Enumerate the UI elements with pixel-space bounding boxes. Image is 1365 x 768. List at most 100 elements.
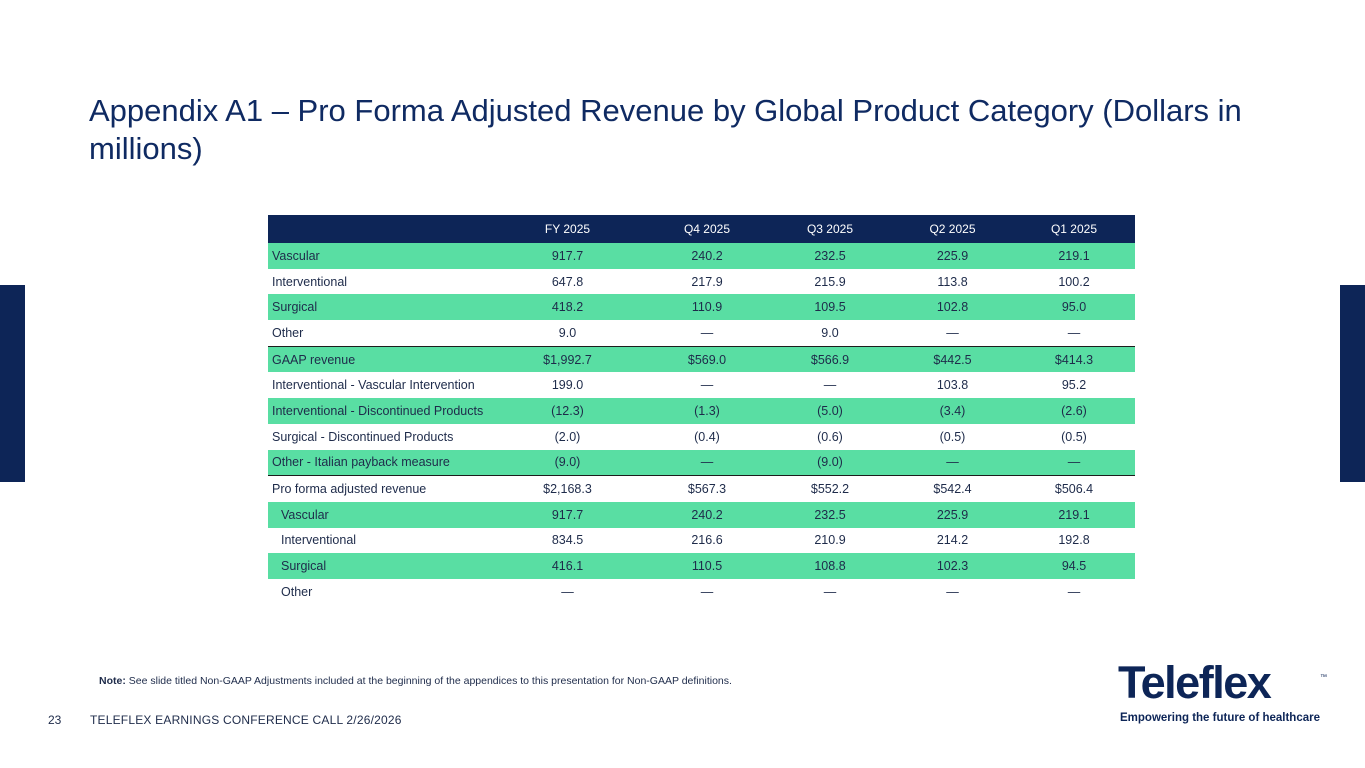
- row-label: Vascular: [268, 501, 489, 528]
- value-cell: (2.0): [554, 429, 581, 444]
- value-cell: 113.8: [937, 274, 968, 289]
- value-cell: 9.0: [821, 325, 839, 340]
- value-cell: 100.2: [1058, 274, 1090, 289]
- row-label: GAAP revenue: [268, 345, 489, 373]
- row-label: Surgical: [268, 294, 489, 321]
- value-cell: (5.0): [768, 398, 892, 424]
- value-cell: 240.2: [646, 501, 768, 528]
- left-accent-bar: [0, 285, 25, 482]
- table-row: Vascular 917.7 240.2 232.5 225.9 219.1: [268, 243, 1135, 269]
- value-cell: 232.5: [768, 243, 892, 269]
- row-label: Interventional - Vascular Intervention: [272, 378, 475, 393]
- value-cell: 418.2: [489, 294, 646, 321]
- value-cell: (0.5): [1061, 429, 1087, 444]
- value-cell: 110.5: [646, 553, 768, 579]
- value-cell: 108.8: [768, 553, 892, 579]
- value-cell: 917.7: [489, 501, 646, 528]
- value-cell: 834.5: [551, 533, 584, 548]
- value-cell: 9.0: [558, 325, 577, 340]
- value-cell: 917.7: [489, 243, 646, 269]
- table-row: Interventional - Vascular Intervention 19…: [268, 372, 1135, 398]
- value-cell: 219.1: [1013, 501, 1135, 528]
- value-cell: —: [823, 584, 837, 599]
- value-cell: —: [1067, 584, 1081, 599]
- value-cell: (9.0): [768, 449, 892, 476]
- value-cell: 219.1: [1013, 243, 1135, 269]
- value-cell: $1,992.7: [489, 345, 646, 373]
- revenue-table: FY 2025 Q4 2025 Q3 2025 Q2 2025 Q1 2025 …: [268, 215, 1135, 605]
- value-cell: —: [1067, 325, 1081, 340]
- value-cell: $414.3: [1013, 345, 1135, 373]
- value-cell: —: [823, 378, 837, 393]
- value-cell: 210.9: [814, 533, 846, 548]
- value-cell: 95.2: [1061, 378, 1087, 393]
- footnote: Note: See slide titled Non-GAAP Adjustme…: [99, 675, 732, 687]
- value-cell: 199.0: [551, 378, 584, 393]
- value-cell: 192.8: [1058, 533, 1090, 548]
- value-cell: $506.4: [1013, 475, 1135, 502]
- table-row: Other 9.0 — 9.0 — —: [268, 320, 1135, 346]
- value-cell: (3.4): [892, 398, 1013, 424]
- value-cell: 240.2: [646, 243, 768, 269]
- value-cell: 214.2: [936, 533, 969, 548]
- row-label: Interventional - Discontinued Products: [268, 398, 489, 424]
- value-cell: —: [700, 584, 714, 599]
- right-accent-bar: [1340, 285, 1365, 482]
- table-row: Surgical 416.1 110.5 108.8 102.3 94.5: [268, 553, 1135, 579]
- table-row: Other — — — — —: [268, 579, 1135, 605]
- row-label: Other: [272, 325, 304, 340]
- table-row: GAAP revenue $1,992.7 $569.0 $566.9 $442.5 $4…: [268, 345, 1135, 373]
- value-cell: $566.9: [768, 345, 892, 373]
- logo-trademark: ™: [1320, 674, 1327, 681]
- value-cell: (0.5): [939, 429, 966, 444]
- value-cell: —: [946, 584, 959, 599]
- value-cell: 102.3: [892, 553, 1013, 579]
- table-row: Vascular 917.7 240.2 232.5 225.9 219.1: [268, 501, 1135, 528]
- table-row: Other - Italian payback measure (9.0) — (9.…: [268, 449, 1135, 476]
- row-label: Surgical - Discontinued Products: [272, 429, 454, 444]
- value-cell: $2,168.3: [489, 475, 646, 502]
- row-label: Other - Italian payback measure: [268, 449, 489, 476]
- value-cell: 215.9: [814, 274, 846, 289]
- value-cell: $567.3: [646, 475, 768, 502]
- value-cell: —: [946, 325, 959, 340]
- value-cell: —: [700, 378, 714, 393]
- value-cell: 95.0: [1013, 294, 1135, 321]
- logo-tagline: Empowering the future of healthcare: [1120, 712, 1320, 724]
- row-label: Interventional: [272, 274, 348, 289]
- table-row: Surgical - Discontinued Products (2.0) (0.…: [268, 424, 1135, 450]
- slide-title: Appendix A1 – Pro Forma Adjusted Revenue…: [89, 93, 1242, 166]
- table-row: Interventional 647.8 217.9 215.9 113.8 100.2: [268, 269, 1135, 295]
- value-cell: —: [1013, 449, 1135, 476]
- column-header: Q2 2025: [892, 215, 1013, 243]
- value-cell: $552.2: [768, 475, 892, 502]
- value-cell: (1.3): [646, 398, 768, 424]
- table-row: Pro forma adjusted revenue $2,168.3 $567.3…: [268, 475, 1135, 502]
- table-row: Interventional 834.5 216.6 210.9 214.2 192.8: [268, 528, 1135, 554]
- value-cell: —: [646, 449, 768, 476]
- value-cell: 103.8: [936, 378, 969, 393]
- value-cell: 110.9: [646, 294, 768, 321]
- value-cell: (12.3): [489, 398, 646, 424]
- column-header: Q4 2025: [646, 215, 768, 243]
- value-cell: $542.4: [892, 475, 1013, 502]
- value-cell: —: [561, 584, 574, 599]
- value-cell: 216.6: [691, 533, 723, 548]
- value-cell: (2.6): [1013, 398, 1135, 424]
- column-header: Q3 2025: [768, 215, 892, 243]
- column-header: Q1 2025: [1013, 215, 1135, 243]
- column-header: FY 2025: [489, 215, 646, 243]
- value-cell: (0.6): [817, 429, 843, 444]
- row-label: Pro forma adjusted revenue: [268, 475, 489, 502]
- value-cell: 232.5: [768, 501, 892, 528]
- value-cell: —: [700, 325, 714, 340]
- row-label: Vascular: [268, 243, 489, 269]
- row-label: Surgical: [268, 553, 489, 579]
- value-cell: 225.9: [892, 243, 1013, 269]
- value-cell: 94.5: [1013, 553, 1135, 579]
- note-label: Note:: [99, 675, 126, 687]
- row-label: Other: [281, 584, 313, 599]
- value-cell: $569.0: [646, 345, 768, 373]
- value-cell: —: [892, 449, 1013, 476]
- value-cell: 109.5: [768, 294, 892, 321]
